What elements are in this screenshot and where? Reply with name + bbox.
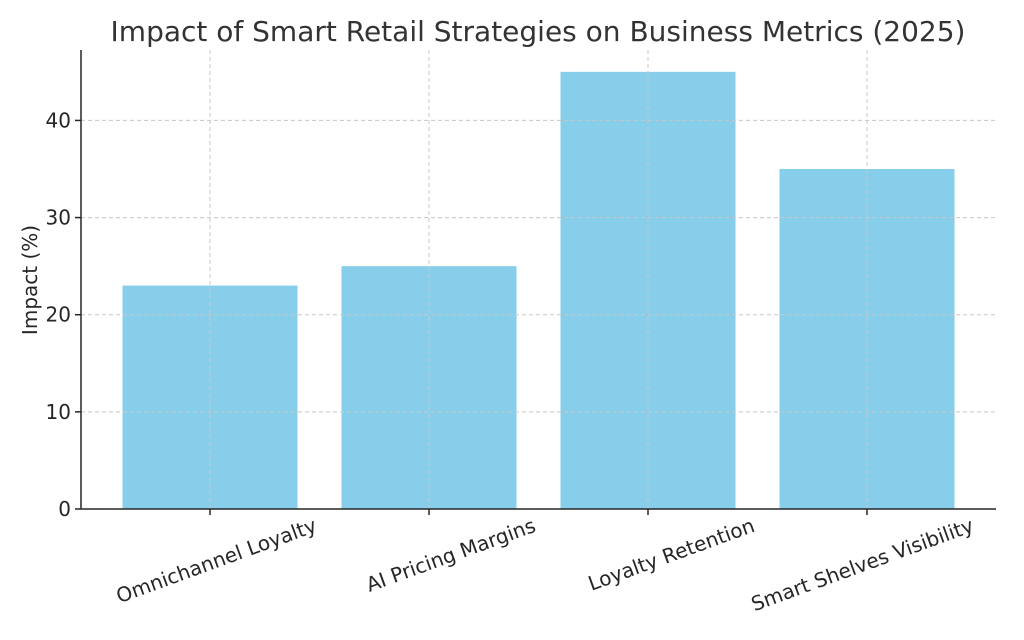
axes bbox=[75, 50, 996, 515]
y-tick-label-1: 10 bbox=[46, 400, 71, 424]
x-tick-label-0: Omnichannel Loyalty bbox=[113, 513, 320, 608]
y-axis-label: Impact (%) bbox=[18, 225, 42, 335]
x-tick-label-3: Smart Shelves Visibility bbox=[748, 513, 977, 616]
bars bbox=[122, 71, 955, 509]
chart-title: Impact of Smart Retail Strategies on Bus… bbox=[111, 15, 966, 48]
y-tick-label-3: 30 bbox=[46, 206, 71, 230]
x-tick-label-1: AI Pricing Margins bbox=[363, 513, 539, 597]
grid bbox=[81, 50, 996, 509]
x-tick-label-2: Loyalty Retention bbox=[585, 513, 758, 595]
y-tick-label-0: 0 bbox=[58, 497, 71, 521]
y-tick-label-4: 40 bbox=[46, 108, 71, 132]
y-tick-label-2: 20 bbox=[46, 303, 71, 327]
y-tick-labels: 0 10 20 30 40 bbox=[46, 108, 71, 521]
x-tick-labels: Omnichannel Loyalty AI Pricing Margins Loy… bbox=[113, 513, 977, 616]
